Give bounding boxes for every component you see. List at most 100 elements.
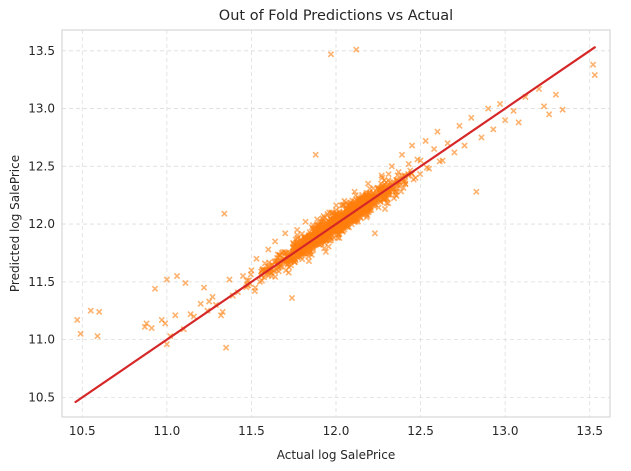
data-point bbox=[182, 279, 189, 287]
data-point bbox=[163, 276, 171, 283]
data-point bbox=[340, 209, 347, 216]
data-point bbox=[338, 202, 345, 209]
y-tick-label: 11.0 bbox=[28, 333, 55, 347]
chart-title: Out of Fold Predictions vs Actual bbox=[219, 8, 453, 24]
data-point bbox=[351, 188, 358, 195]
data-point bbox=[332, 207, 340, 214]
data-point bbox=[358, 195, 365, 202]
data-point bbox=[143, 320, 150, 327]
x-tick-label: 10.5 bbox=[69, 424, 96, 438]
data-point bbox=[405, 160, 412, 168]
y-tick-label: 11.5 bbox=[28, 275, 55, 289]
data-point bbox=[333, 229, 341, 236]
data-point bbox=[327, 234, 334, 241]
y-tick-label: 10.5 bbox=[28, 390, 55, 404]
data-point bbox=[248, 267, 255, 274]
plot-area-frame bbox=[61, 29, 611, 418]
data-point bbox=[395, 168, 402, 176]
data-point bbox=[288, 294, 296, 302]
data-point bbox=[412, 174, 419, 182]
y-axis-ticks: 10.5 11.0 11.5 12.0 12.5 13.0 13.5 bbox=[28, 44, 55, 405]
data-point bbox=[268, 272, 275, 280]
data-point bbox=[398, 151, 406, 158]
data-point bbox=[327, 51, 335, 58]
data-point bbox=[74, 316, 81, 324]
data-point bbox=[336, 234, 343, 242]
data-point bbox=[226, 276, 233, 283]
data-point bbox=[333, 202, 340, 209]
x-tick-label: 13.0 bbox=[492, 424, 519, 438]
data-point bbox=[348, 203, 355, 210]
data-point bbox=[314, 216, 321, 223]
data-point bbox=[77, 330, 84, 337]
x-tick-label: 12.5 bbox=[407, 424, 434, 438]
x-axis-label: Actual log SalePrice bbox=[277, 448, 395, 462]
data-point bbox=[381, 195, 389, 202]
data-point bbox=[559, 106, 566, 113]
reference-line bbox=[74, 46, 596, 404]
data-point bbox=[271, 238, 279, 245]
data-point bbox=[370, 185, 377, 192]
data-point bbox=[371, 230, 379, 237]
data-point bbox=[319, 215, 326, 222]
data-point bbox=[485, 105, 492, 112]
data-point bbox=[284, 260, 291, 267]
data-point bbox=[478, 134, 485, 141]
data-point bbox=[510, 107, 517, 115]
data-point bbox=[256, 278, 264, 286]
data-point bbox=[354, 218, 362, 225]
data-point bbox=[589, 61, 597, 68]
data-point bbox=[282, 259, 290, 267]
data-point bbox=[381, 205, 389, 213]
data-point bbox=[217, 312, 225, 319]
data-point bbox=[96, 308, 103, 316]
data-point bbox=[309, 232, 316, 239]
data-point bbox=[402, 180, 409, 187]
data-point bbox=[341, 197, 348, 205]
data-point bbox=[275, 264, 282, 272]
data-point bbox=[322, 248, 330, 255]
data-point bbox=[434, 128, 441, 135]
data-point bbox=[408, 142, 416, 149]
data-point bbox=[388, 163, 395, 170]
data-point bbox=[94, 332, 101, 340]
data-point bbox=[385, 170, 392, 178]
data-point bbox=[348, 217, 355, 224]
data-point bbox=[278, 249, 286, 257]
data-point bbox=[515, 119, 522, 126]
data-point bbox=[87, 307, 94, 314]
data-point bbox=[501, 116, 509, 124]
data-point bbox=[190, 313, 198, 320]
data-point bbox=[293, 226, 301, 234]
data-point bbox=[222, 344, 230, 351]
data-point bbox=[312, 151, 319, 158]
data-point bbox=[385, 177, 392, 184]
data-point bbox=[430, 145, 438, 153]
data-point bbox=[172, 312, 179, 319]
data-point bbox=[282, 230, 289, 237]
data-point bbox=[353, 46, 360, 53]
data-point bbox=[400, 184, 407, 192]
data-point bbox=[392, 188, 399, 195]
data-point bbox=[417, 157, 424, 164]
data-point bbox=[148, 324, 155, 332]
data-point bbox=[251, 287, 258, 295]
data-point bbox=[444, 140, 451, 147]
data-point bbox=[326, 209, 333, 216]
data-point bbox=[265, 246, 272, 253]
data-point bbox=[297, 253, 304, 260]
data-point bbox=[425, 165, 433, 172]
data-point bbox=[461, 142, 468, 149]
data-point bbox=[468, 114, 475, 121]
data-point bbox=[239, 272, 247, 280]
x-tick-label: 13.5 bbox=[576, 424, 603, 438]
data-point bbox=[321, 245, 328, 252]
data-point bbox=[473, 188, 480, 195]
data-point bbox=[200, 284, 208, 291]
data-point bbox=[451, 149, 458, 156]
x-tick-label: 11.0 bbox=[154, 424, 181, 438]
data-point bbox=[302, 218, 309, 225]
x-tick-label: 11.5 bbox=[238, 424, 265, 438]
data-point bbox=[490, 126, 497, 133]
